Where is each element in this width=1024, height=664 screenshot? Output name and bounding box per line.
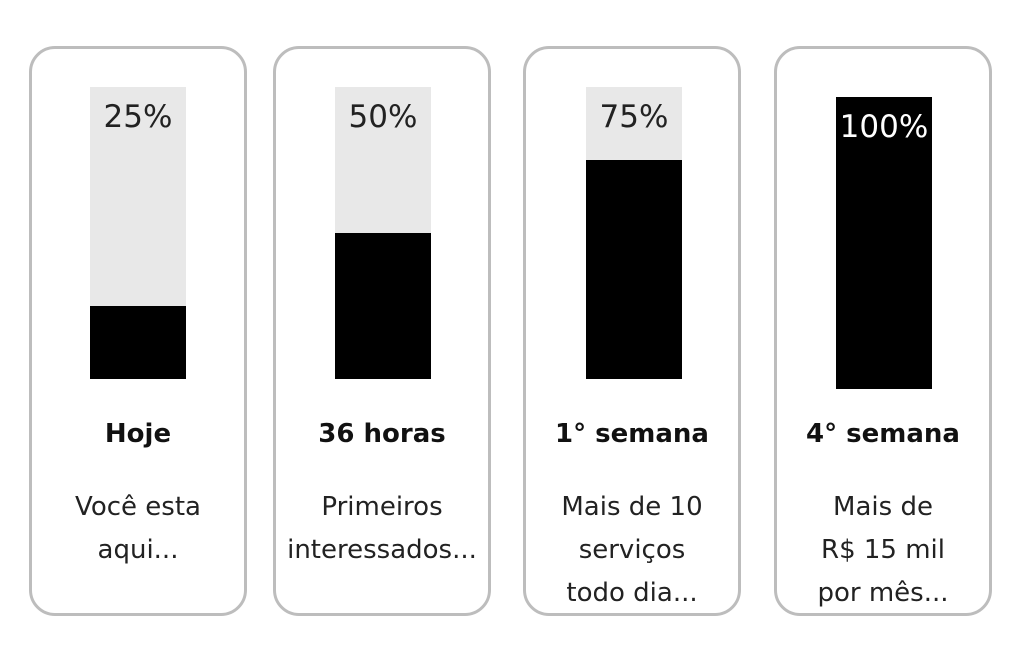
stage-label: 1° semana xyxy=(555,419,709,449)
description-line: aqui... xyxy=(97,535,179,565)
progress-card-36-hours: 50% 36 horas Primeiros interessados... xyxy=(273,46,491,616)
stage-description: Mais de R$ 15 mil por mês... xyxy=(777,486,989,615)
progress-bar-fill xyxy=(90,306,186,379)
progress-bar-fill xyxy=(836,97,932,389)
progress-bar: 75% xyxy=(586,87,682,379)
progress-bar: 25% xyxy=(90,87,186,379)
description-line: Você esta xyxy=(75,492,201,522)
description-line: serviços xyxy=(578,535,686,565)
progress-bar: 100% xyxy=(836,97,932,389)
stage-label: 36 horas xyxy=(318,419,446,449)
description-line: Mais de xyxy=(833,492,933,522)
description-line: Mais de 10 xyxy=(561,492,703,522)
percent-label: 25% xyxy=(103,99,173,135)
description-line: Primeiros xyxy=(321,492,443,522)
stage-description: Mais de 10 serviços todo dia... xyxy=(526,486,738,615)
progress-card-week-4: 100% 4° semana Mais de R$ 15 mil por mês… xyxy=(774,46,992,616)
progress-bar-fill xyxy=(335,233,431,379)
stage-label: Hoje xyxy=(104,419,172,449)
description-line: todo dia... xyxy=(566,578,698,608)
percent-label: 75% xyxy=(599,99,669,135)
progress-card-today: 25% Hoje Você esta aqui... xyxy=(29,46,247,616)
percent-label: 100% xyxy=(839,109,929,145)
description-line: por mês... xyxy=(817,578,949,608)
stage-label: 4° semana xyxy=(806,419,960,449)
stage-description: Você esta aqui... xyxy=(32,486,244,572)
stage-description: Primeiros interessados... xyxy=(276,486,488,572)
description-line: R$ 15 mil xyxy=(821,535,945,565)
progress-card-week-1: 75% 1° semana Mais de 10 serviços todo d… xyxy=(523,46,741,616)
progress-bar: 50% xyxy=(335,87,431,379)
progress-bar-fill xyxy=(586,160,682,379)
description-line: interessados... xyxy=(287,535,477,565)
percent-label: 50% xyxy=(348,99,418,135)
